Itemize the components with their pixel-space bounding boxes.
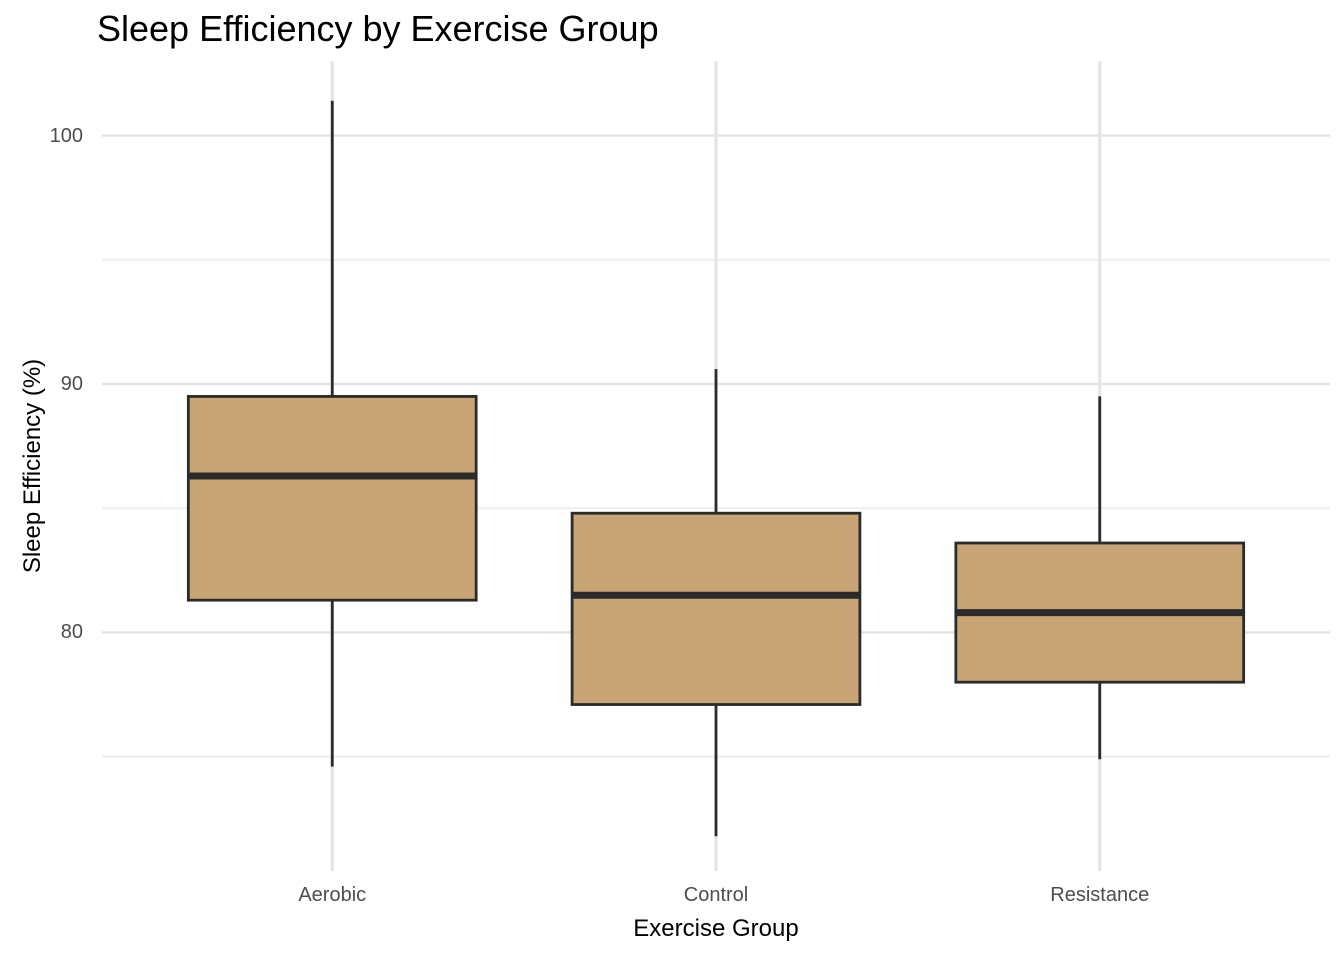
- boxplot-box: [570, 511, 862, 706]
- x-axis-title: Exercise Group: [633, 915, 799, 942]
- x-category-label: Control: [683, 884, 749, 906]
- y-tick-label: 90: [60, 373, 83, 395]
- y-tick-label: 100: [49, 124, 83, 147]
- boxplot-box: [186, 395, 478, 602]
- chart-title: Sleep Efficiency by Exercise Group: [97, 8, 659, 49]
- x-category-label: Resistance: [1050, 884, 1150, 906]
- x-category-label: Aerobic: [298, 884, 367, 906]
- y-tick-label: 80: [60, 621, 83, 644]
